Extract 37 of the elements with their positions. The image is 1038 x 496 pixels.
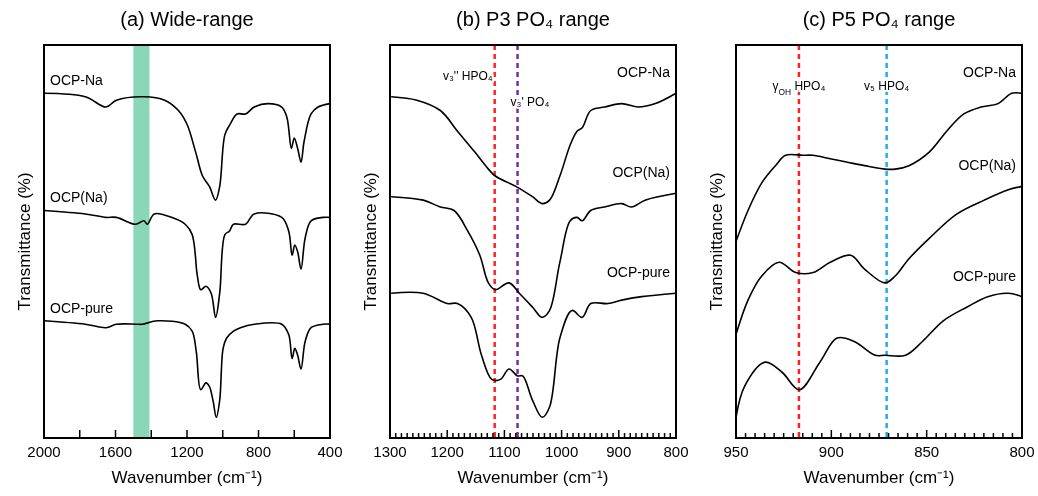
series-label: OCP-pure	[50, 299, 114, 316]
x-tick-label: 850	[914, 443, 940, 460]
ref-line-label: v₃'' HPO₄	[442, 69, 493, 83]
series-label: OCP(Na)	[50, 189, 108, 206]
series-label: OCP-pure	[952, 267, 1017, 284]
x-tick-label: 900	[818, 443, 844, 460]
chart-title: (a) Wide-range	[120, 8, 254, 30]
ref-line-label: v₃' PO₄	[510, 95, 550, 109]
x-tick-label: 1200	[430, 443, 464, 460]
series-label: OCP-Na	[50, 72, 104, 89]
series-label: OCP-Na	[617, 64, 671, 81]
x-axis-title: Wavenumber (cm⁻¹)	[457, 468, 609, 487]
chart-title: (b) P3 PO₄ range	[456, 8, 610, 30]
x-tick-label: 800	[1009, 443, 1035, 460]
chart-title: (c) P5 PO₄ range	[802, 8, 956, 30]
ref-line-label: v₅ HPO₄	[864, 79, 910, 93]
x-tick-label: 1600	[98, 443, 133, 460]
x-tick-label: 1000	[544, 443, 579, 460]
y-axis-title: Transmittance (%)	[707, 172, 726, 311]
series-label: OCP(Na)	[612, 164, 670, 181]
series-label: OCP-Na	[963, 64, 1017, 81]
x-axis-title: Wavenumber (cm⁻¹)	[111, 468, 263, 487]
x-tick-label: 400	[317, 443, 343, 460]
series-label: OCP-pure	[606, 264, 671, 281]
y-axis-title: Transmittance (%)	[361, 172, 380, 311]
x-tick-label: 900	[606, 443, 632, 460]
x-tick-label: 800	[245, 443, 272, 460]
series-label: OCP(Na)	[958, 157, 1016, 174]
x-tick-label: 950	[723, 443, 749, 460]
x-tick-label: 2000	[27, 443, 61, 460]
x-tick-label: 800	[663, 443, 689, 460]
y-axis-title: Transmittance (%)	[15, 172, 34, 311]
x-tick-label: 1300	[373, 443, 407, 460]
x-tick-label: 1100	[488, 443, 521, 460]
x-axis-title: Wavenumber (cm⁻¹)	[803, 468, 955, 487]
x-tick-label: 1200	[170, 443, 204, 460]
ref-line-label: γ$_{OH}$ HPO₄	[772, 79, 826, 97]
